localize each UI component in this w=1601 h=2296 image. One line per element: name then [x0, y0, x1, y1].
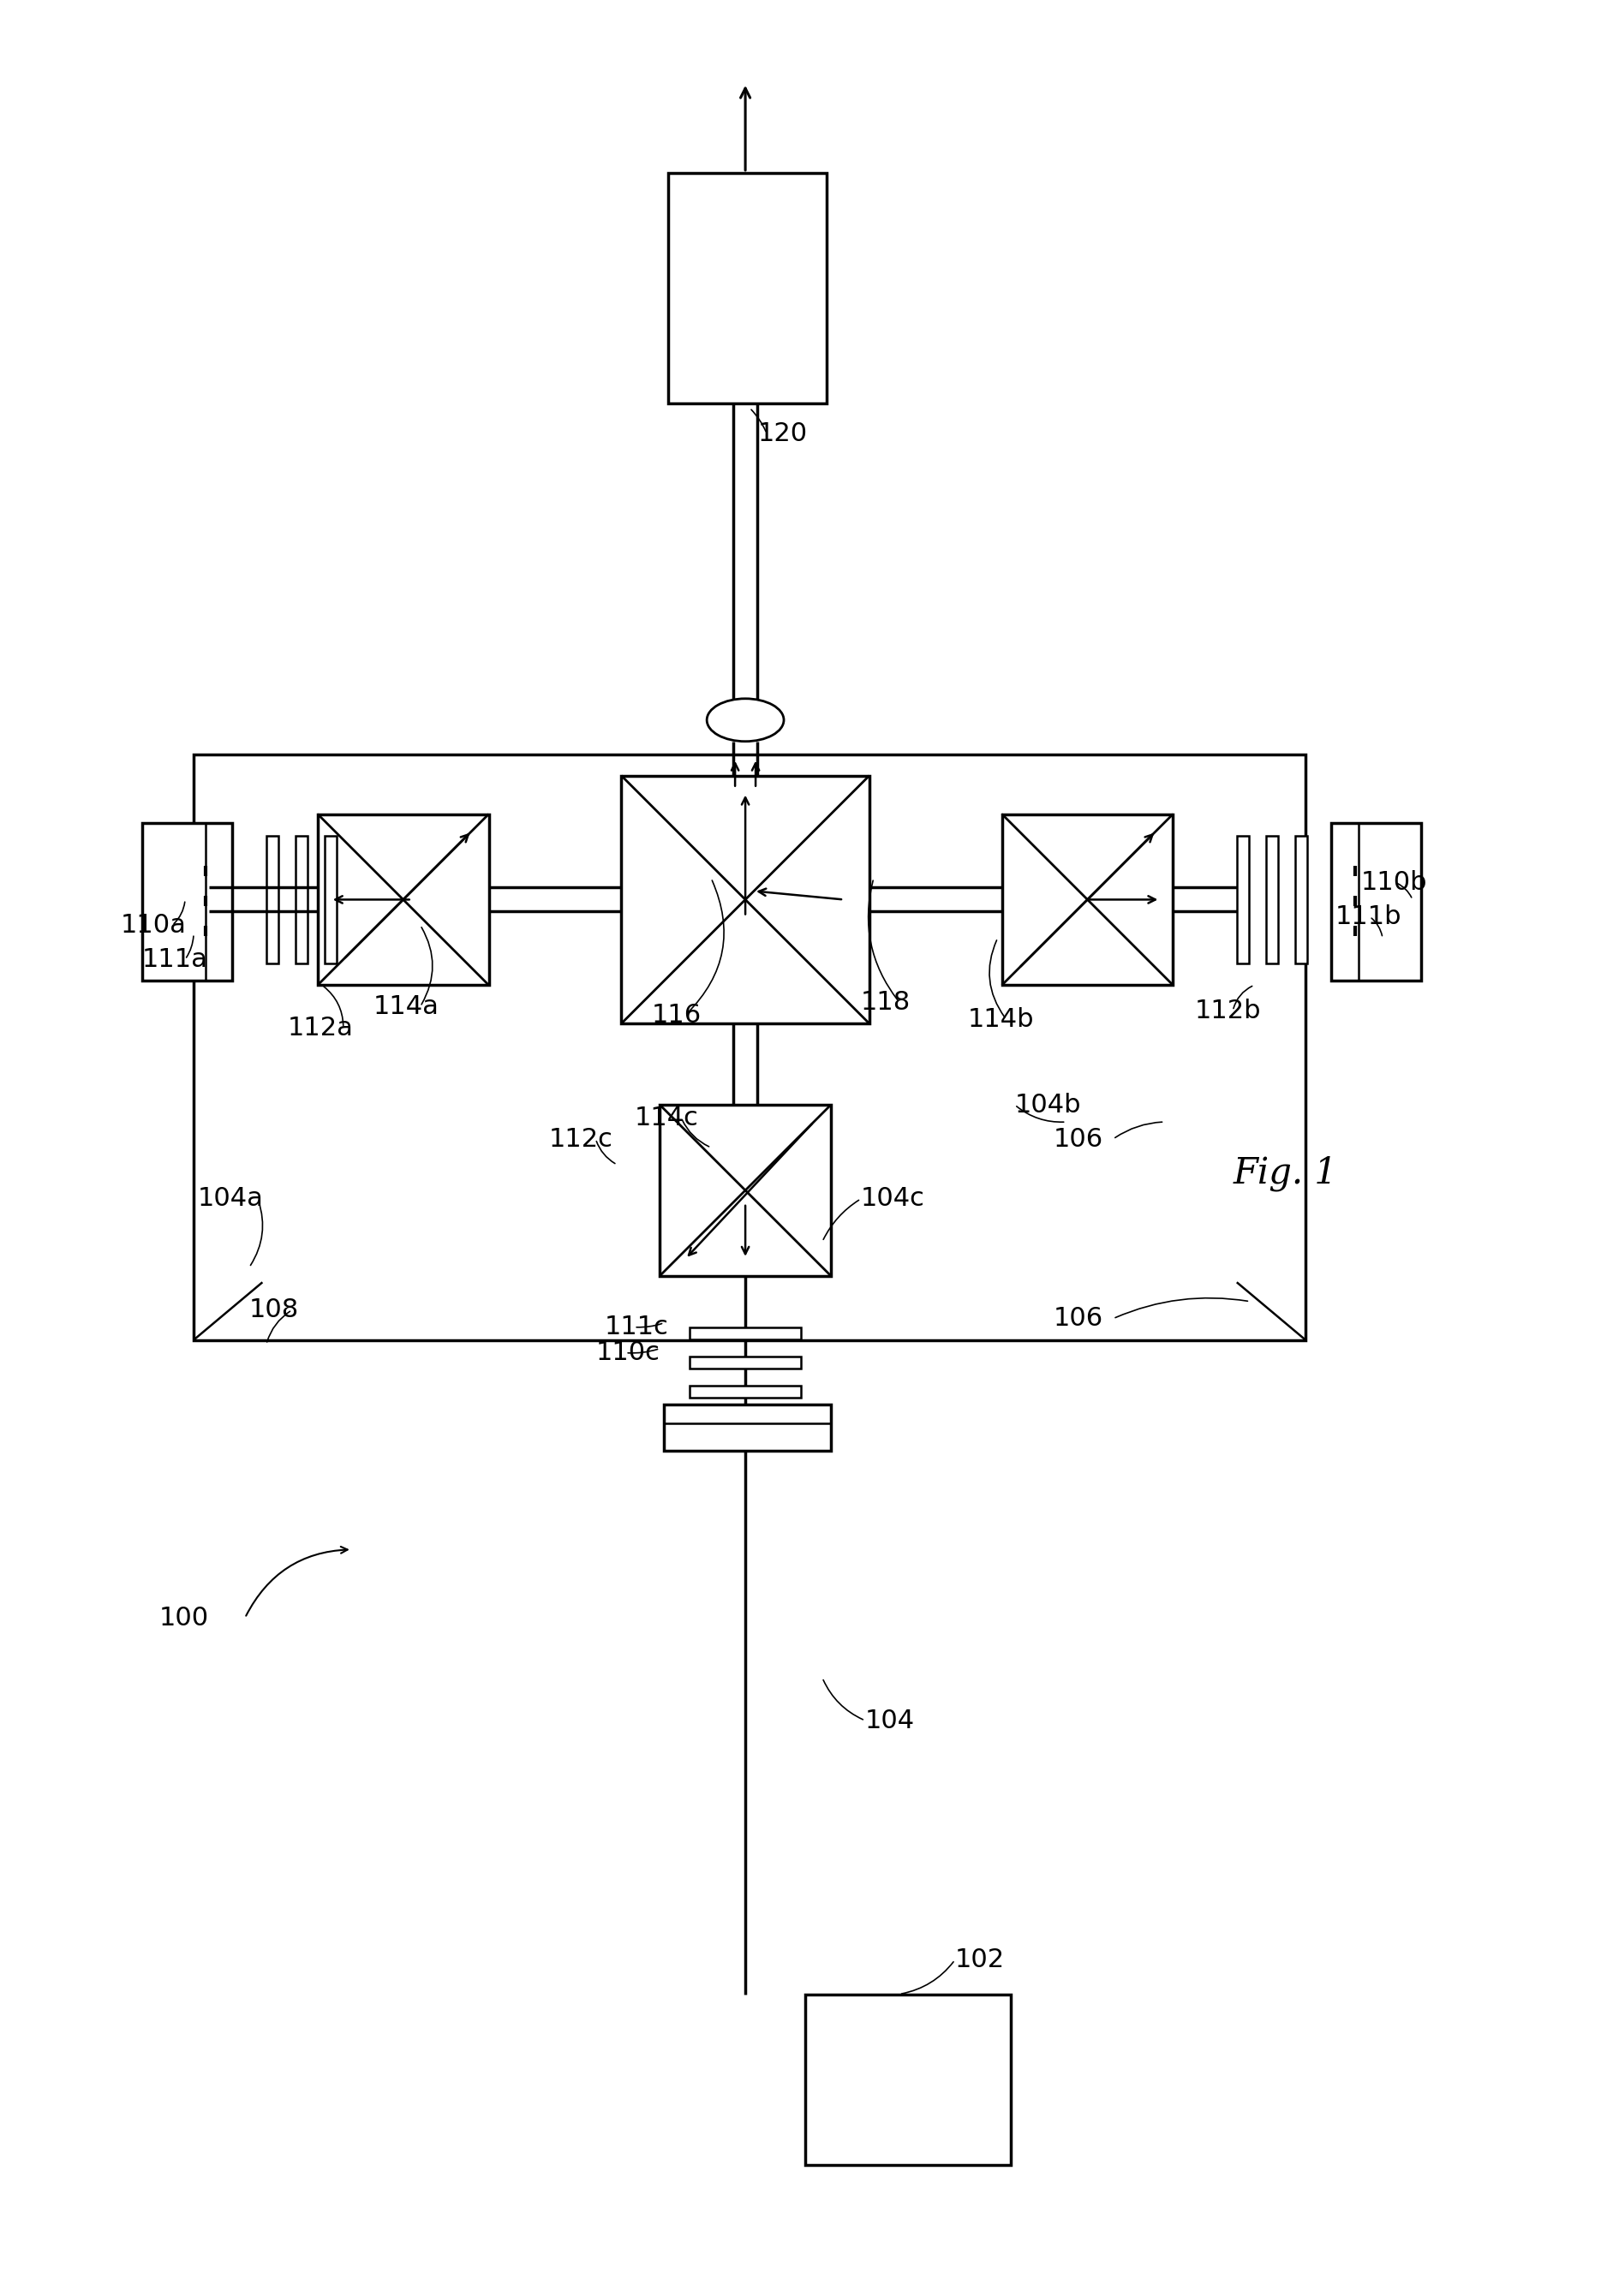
Text: 106: 106 — [1053, 1306, 1103, 1332]
Text: 104b: 104b — [1015, 1093, 1081, 1118]
Text: 112c: 112c — [549, 1127, 613, 1150]
Text: 100: 100 — [160, 1605, 210, 1630]
Text: 120: 120 — [759, 420, 809, 445]
Bar — [325, 836, 336, 964]
Text: 116: 116 — [652, 1003, 701, 1026]
Bar — [621, 776, 869, 1024]
Text: 104c: 104c — [861, 1187, 925, 1212]
Text: 110b: 110b — [1361, 870, 1428, 895]
Text: 106: 106 — [1053, 1127, 1103, 1150]
Bar — [1332, 822, 1422, 980]
Text: 108: 108 — [250, 1297, 299, 1322]
Bar — [664, 1405, 831, 1451]
Bar — [690, 1327, 800, 1339]
Text: 104: 104 — [865, 1708, 914, 1733]
Text: 112b: 112b — [1194, 999, 1260, 1024]
Bar — [142, 822, 232, 980]
Ellipse shape — [706, 698, 784, 742]
Bar — [266, 836, 279, 964]
Text: 102: 102 — [954, 1947, 1005, 1972]
Bar — [1002, 815, 1174, 985]
Text: 111a: 111a — [142, 946, 208, 971]
Text: 114b: 114b — [967, 1008, 1034, 1031]
Bar — [1238, 836, 1249, 964]
Text: 114c: 114c — [634, 1104, 698, 1130]
Text: 111b: 111b — [1335, 905, 1402, 930]
Text: 114a: 114a — [373, 994, 439, 1019]
Text: 110a: 110a — [122, 914, 187, 937]
Bar — [690, 1357, 800, 1368]
Text: 112a: 112a — [288, 1015, 354, 1040]
Bar — [1295, 836, 1308, 964]
Bar — [668, 172, 826, 404]
Text: 118: 118 — [861, 990, 911, 1015]
Bar — [690, 1384, 800, 1398]
Bar — [1266, 836, 1278, 964]
Text: 104a: 104a — [199, 1187, 264, 1212]
Bar — [805, 1995, 1010, 2165]
Text: Fig. 1: Fig. 1 — [1233, 1155, 1337, 1192]
Bar — [296, 836, 307, 964]
Bar — [317, 815, 488, 985]
Bar — [660, 1104, 831, 1277]
Text: 111c: 111c — [604, 1316, 668, 1339]
Text: 110c: 110c — [596, 1341, 660, 1366]
Bar — [194, 753, 1305, 1341]
